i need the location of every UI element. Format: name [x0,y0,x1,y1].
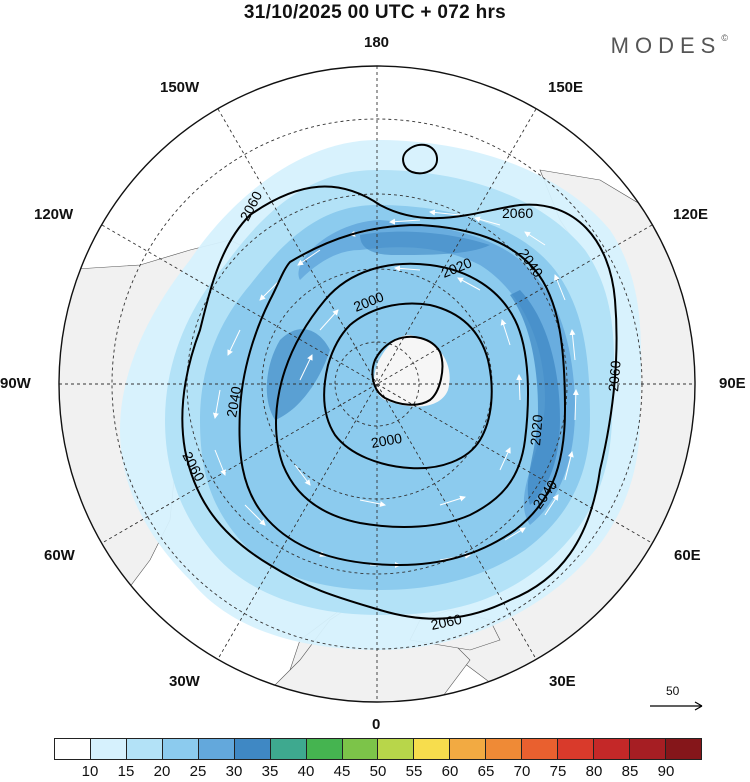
graticule [59,66,695,702]
lon-label-150e: 150E [548,79,584,96]
lon-label-120w: 120W [34,206,74,223]
colorbar-swatch [90,739,127,759]
colorbar-tick-label: 50 [369,763,387,780]
colorbar-tick-label: 60 [441,763,459,780]
map-title: 31/10/2025 00 UTC + 072 hrs [243,2,507,23]
colorbar-swatch [450,739,487,759]
colorbar-tick-label: 25 [189,763,207,780]
colorbar-tick-label: 80 [585,763,603,780]
lon-label-60w: 60W [44,547,75,564]
colorbar-tick-label: 65 [477,763,495,780]
colorbar-swatch [162,739,199,759]
contour-2000 [323,302,493,470]
reference-vector-head [694,701,703,711]
contour-2060 [181,185,618,620]
height-contours [181,143,618,620]
colorbar-tick-label: 35 [261,763,279,780]
brand-logo: MODES© [610,32,728,58]
colorbar-swatch [522,739,559,759]
colorbar-swatch [486,739,523,759]
colorbar-swatch [234,739,271,759]
contour-label: 2020 [527,414,546,447]
colorbar-tick-label: 20 [153,763,171,780]
colorbar-swatch [558,739,595,759]
contour-label: 2060 [502,205,533,221]
contour-low-center [371,335,444,406]
contour-2020 [275,262,529,528]
colorbar [54,738,702,760]
lon-label-150w: 150W [160,79,200,96]
colorbar-swatch [198,739,235,759]
colorbar-swatch [414,739,451,759]
wind-vectors [212,209,579,568]
lon-label-180: 180 [364,34,390,51]
colorbar-tick-label: 40 [297,763,315,780]
lon-label-30e: 30E [549,673,576,690]
colorbar-tick-label: 45 [333,763,351,780]
map-boundary [58,65,696,703]
contour-label: 2000 [370,430,404,451]
lon-label-120e: 120E [673,206,709,223]
colorbar-swatch [630,739,666,759]
lon-label-30w: 30W [169,673,200,690]
lon-label-90w: 90W [0,375,31,392]
lon-label-60e: 60E [674,547,701,564]
contour-2040 [238,223,567,567]
contour-high-arctic [402,143,439,175]
contour-label: 2060 [605,360,624,393]
colorbar-tick-label: 75 [549,763,567,780]
colorbar-tick-label: 30 [225,763,243,780]
colorbar-swatch [342,739,379,759]
lon-label-0: 0 [372,716,381,733]
colorbar-tick-label: 70 [513,763,531,780]
colorbar-swatch [594,739,630,759]
colorbar-swatch [126,739,163,759]
colorbar-tick-label: 90 [657,763,675,780]
reference-vector-label: 50 [666,684,680,698]
colorbar-swatch [378,739,415,759]
colorbar-tick-label: 10 [81,763,99,780]
colorbar-tick-label: 85 [621,763,639,780]
colorbar-swatch [55,739,91,759]
colorbar-swatch [665,739,701,759]
colorbar-swatch [306,739,343,759]
lon-label-90e: 90E [719,375,746,392]
colorbar-tick-label: 55 [405,763,423,780]
colorbar-tick-label: 15 [117,763,135,780]
colorbar-swatch [270,739,307,759]
contour-label: 2060 [429,611,463,633]
contour-label: 2040 [223,385,244,419]
